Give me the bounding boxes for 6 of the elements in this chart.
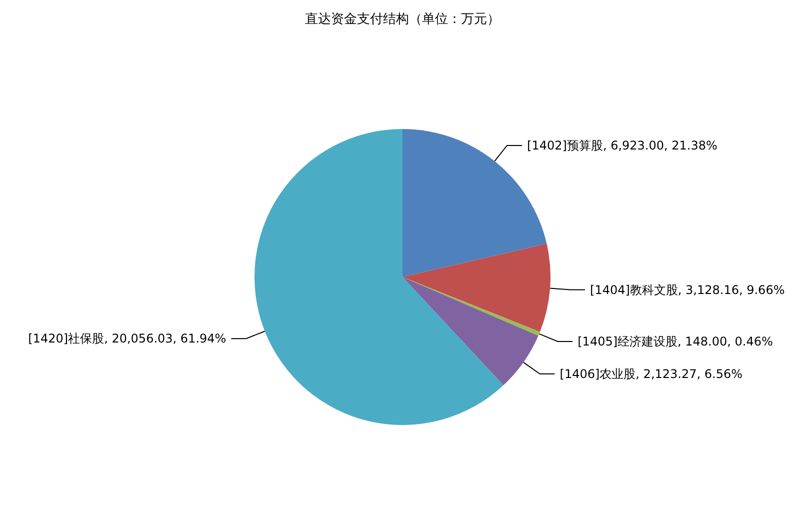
slice-label: [1405]经济建设股, 148.00, 0.46% — [578, 334, 773, 348]
slice-label: [1420]社保股, 20,056.03, 61.94% — [28, 332, 226, 346]
chart-title: 直达资金支付结构（单位：万元） — [305, 12, 500, 27]
slice-label: [1404]教科文股, 3,128.16, 9.66% — [590, 282, 785, 297]
slice-label: [1406]农业股, 2,123.27, 6.56% — [560, 366, 742, 381]
slice-label: [1402]预算股, 6,923.00, 21.38% — [527, 138, 718, 152]
